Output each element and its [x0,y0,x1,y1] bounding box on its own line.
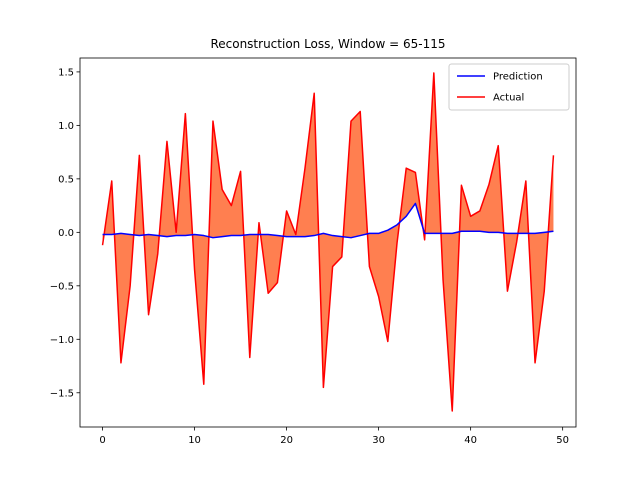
x-tick-label: 30 [372,435,385,446]
series-line-prediction [102,202,554,239]
axes: 0 10 20 30 40 50 −1.5 −1.0 −0.5 0.0 0.5 1.0 1.5 [50,57,577,446]
x-tick-label: 20 [280,435,293,446]
x-tick-label: 0 [99,435,105,446]
y-tick-label: 1.0 [58,121,74,132]
y-tick-label: 0.5 [58,174,74,185]
axes-frame [79,57,577,428]
legend-label-prediction: Prediction [493,72,543,83]
legend: Prediction Actual [448,63,570,111]
x-tick-label: 50 [556,435,569,446]
plot-area [101,72,555,412]
legend-label-actual: Actual [493,93,524,104]
x-tick-label: 40 [464,435,477,446]
y-tick-label: 1.5 [58,67,74,78]
y-tick-label: −1.5 [50,388,74,399]
chart-title: Reconstruction Loss, Window = 65-115 [210,37,445,51]
y-tick-label: −0.5 [50,281,74,292]
x-tick-label: 10 [188,435,201,446]
y-tick-label: 0.0 [58,228,74,239]
y-tick-label: −1.0 [50,335,74,346]
series-line-actual [101,72,555,412]
fill-between-area [102,72,554,411]
